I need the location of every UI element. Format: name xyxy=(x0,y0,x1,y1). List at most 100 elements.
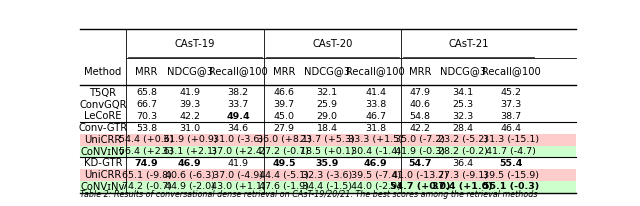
Bar xyxy=(80,134,576,146)
Text: 46.9: 46.9 xyxy=(364,159,387,168)
Text: 65.8: 65.8 xyxy=(136,88,157,97)
Text: 54.7 (+0.0): 54.7 (+0.0) xyxy=(390,182,451,191)
Text: 37.3: 37.3 xyxy=(500,100,522,109)
Text: 49.4: 49.4 xyxy=(227,112,250,121)
Text: MRR: MRR xyxy=(409,67,431,76)
Text: CAsT-21: CAsT-21 xyxy=(449,39,489,49)
Text: 32.3 (-3.6): 32.3 (-3.6) xyxy=(302,171,353,180)
Text: 39.5 (-15.9): 39.5 (-15.9) xyxy=(483,171,539,180)
Text: 37.0 (+2.4): 37.0 (+2.4) xyxy=(211,147,266,156)
Text: Conv-GTR: Conv-GTR xyxy=(79,123,127,133)
Text: Table 2: Results of conversational dense retrieval on CAsT-19/20/21. The best sc: Table 2: Results of conversational dense… xyxy=(80,190,538,199)
Text: 47.6 (-1.9): 47.6 (-1.9) xyxy=(259,182,308,191)
Text: 41.9: 41.9 xyxy=(228,159,249,168)
Text: 30.4 (-1.4): 30.4 (-1.4) xyxy=(351,147,401,156)
Text: 36.0 (+8.1): 36.0 (+8.1) xyxy=(257,135,311,144)
Text: 45.2: 45.2 xyxy=(500,88,522,97)
Text: 37.0 (-4.9): 37.0 (-4.9) xyxy=(213,171,263,180)
Text: 40.6 (-6.3): 40.6 (-6.3) xyxy=(165,171,215,180)
Text: 31.8: 31.8 xyxy=(365,124,386,133)
Text: 23.7 (+5.3): 23.7 (+5.3) xyxy=(300,135,355,144)
Text: 49.5: 49.5 xyxy=(272,159,296,168)
Text: 45.0: 45.0 xyxy=(273,112,294,121)
Text: 33.7: 33.7 xyxy=(228,100,249,109)
Text: 44.0 (-2.9): 44.0 (-2.9) xyxy=(351,182,401,191)
Text: 28.4: 28.4 xyxy=(452,124,473,133)
Text: 25.9: 25.9 xyxy=(317,100,338,109)
Text: 56.4 (+2.6): 56.4 (+2.6) xyxy=(119,147,173,156)
Text: 46.9: 46.9 xyxy=(178,159,202,168)
Text: LeCoRE: LeCoRE xyxy=(84,111,122,121)
Text: 40.6: 40.6 xyxy=(410,100,431,109)
Text: NDCG@3: NDCG@3 xyxy=(167,67,213,76)
Text: 37.4 (+1.0): 37.4 (+1.0) xyxy=(433,182,493,191)
Text: 29.0: 29.0 xyxy=(317,112,338,121)
Text: 41.9: 41.9 xyxy=(179,88,200,97)
Text: CAsT-20: CAsT-20 xyxy=(312,39,353,49)
Text: MRR: MRR xyxy=(273,67,295,76)
Text: KD-GTR: KD-GTR xyxy=(84,158,122,168)
Text: 41.7 (-4.7): 41.7 (-4.7) xyxy=(486,147,536,156)
Text: 46.6: 46.6 xyxy=(273,88,294,97)
Text: 54.8: 54.8 xyxy=(410,112,431,121)
Text: 46.4: 46.4 xyxy=(500,124,522,133)
Text: 31.0: 31.0 xyxy=(179,124,200,133)
Text: 31.9 (+0.9): 31.9 (+0.9) xyxy=(163,135,217,144)
Text: Recall@100: Recall@100 xyxy=(482,67,540,76)
Text: 32.3: 32.3 xyxy=(452,112,474,121)
Text: 34.1: 34.1 xyxy=(452,88,473,97)
Text: 27.3 (-9.1): 27.3 (-9.1) xyxy=(438,171,488,180)
Text: 34.4 (-1.5): 34.4 (-1.5) xyxy=(302,182,352,191)
Bar xyxy=(80,181,576,193)
Text: 74.9: 74.9 xyxy=(134,159,158,168)
Text: Method: Method xyxy=(84,67,122,76)
Text: 27.9: 27.9 xyxy=(273,124,294,133)
Text: MRR: MRR xyxy=(135,67,157,76)
Text: 34.6: 34.6 xyxy=(228,124,249,133)
Text: 38.7: 38.7 xyxy=(500,112,522,121)
Text: 42.2: 42.2 xyxy=(179,112,200,121)
Bar xyxy=(80,146,576,157)
Text: 41.4: 41.4 xyxy=(365,88,386,97)
Text: NDCG@3: NDCG@3 xyxy=(440,67,486,76)
Text: Recall@100: Recall@100 xyxy=(209,67,268,76)
Text: UniCRR: UniCRR xyxy=(84,135,122,145)
Text: 54.7: 54.7 xyxy=(408,159,432,168)
Text: 46.7: 46.7 xyxy=(365,112,386,121)
Text: 35.0 (-7.2): 35.0 (-7.2) xyxy=(396,135,445,144)
Text: CAsT-19: CAsT-19 xyxy=(175,39,215,49)
Text: 42.2: 42.2 xyxy=(410,124,431,133)
Text: CᴏNVɪNᴠ: CᴏNVɪNᴠ xyxy=(81,147,125,157)
Text: 33.1 (+2.1): 33.1 (+2.1) xyxy=(163,147,217,156)
Text: 28.2 (-0.2): 28.2 (-0.2) xyxy=(438,147,488,156)
Text: 44.9 (-2.0): 44.9 (-2.0) xyxy=(165,182,215,191)
Text: 41.9 (-0.3): 41.9 (-0.3) xyxy=(396,147,445,156)
Text: 33.8: 33.8 xyxy=(365,100,387,109)
Text: 39.5 (-7.4): 39.5 (-7.4) xyxy=(351,171,401,180)
Text: T5QR: T5QR xyxy=(90,88,116,98)
Text: 39.7: 39.7 xyxy=(273,100,294,109)
Text: 41.0 (-13.7): 41.0 (-13.7) xyxy=(392,171,448,180)
Text: 31.0 (-3.6): 31.0 (-3.6) xyxy=(213,135,263,144)
Text: 74.2 (-0.7): 74.2 (-0.7) xyxy=(122,182,172,191)
Text: NDCG@3: NDCG@3 xyxy=(304,67,350,76)
Text: CᴏNVɪNᴠ: CᴏNVɪNᴠ xyxy=(81,182,125,192)
Text: 36.4: 36.4 xyxy=(452,159,473,168)
Text: 33.3 (+1.5): 33.3 (+1.5) xyxy=(348,135,403,144)
Text: 65.1 (-9.8): 65.1 (-9.8) xyxy=(122,171,172,180)
Text: 32.1: 32.1 xyxy=(317,88,338,97)
Text: 25.3: 25.3 xyxy=(452,100,473,109)
Text: 66.7: 66.7 xyxy=(136,100,157,109)
Text: 54.4 (+0.6): 54.4 (+0.6) xyxy=(119,135,173,144)
Text: 70.3: 70.3 xyxy=(136,112,157,121)
Text: 38.2: 38.2 xyxy=(228,88,249,97)
Text: 31.3 (-15.1): 31.3 (-15.1) xyxy=(483,135,539,144)
Text: 18.4: 18.4 xyxy=(317,124,338,133)
Text: ConvGQR: ConvGQR xyxy=(79,100,127,110)
Text: 27.2 (-0.7): 27.2 (-0.7) xyxy=(259,147,308,156)
Text: 47.9: 47.9 xyxy=(410,88,431,97)
Bar xyxy=(80,169,576,181)
Text: 53.8: 53.8 xyxy=(136,124,157,133)
Text: 55.1 (-0.3): 55.1 (-0.3) xyxy=(483,182,539,191)
Text: UniCRR: UniCRR xyxy=(84,170,122,180)
